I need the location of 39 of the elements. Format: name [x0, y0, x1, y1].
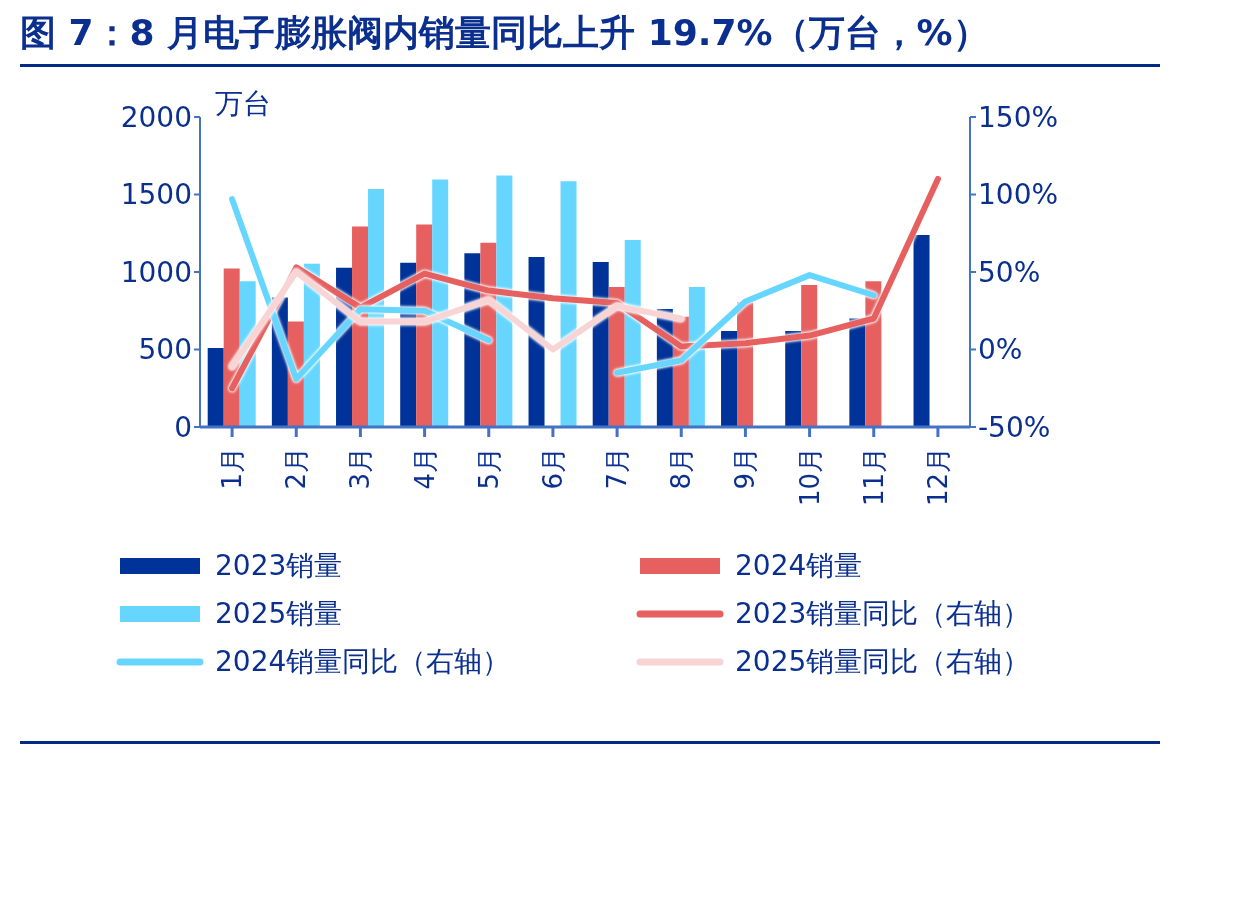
bar: [849, 318, 866, 427]
x-tick-label: 7月: [602, 447, 633, 490]
legend-label: 2025销量: [215, 596, 343, 632]
bar: [592, 261, 609, 427]
legend-label: 2023销量: [215, 548, 343, 584]
y2-tick-label: 150%: [978, 100, 1059, 134]
x-tick-label: 6月: [537, 447, 568, 490]
y2-tick-label: 100%: [978, 178, 1059, 212]
y-tick-label: 0: [174, 410, 192, 444]
y2-tick-label: -50%: [978, 410, 1051, 444]
x-tick-label: 2月: [281, 447, 312, 490]
x-tick-label: 10月: [794, 447, 825, 507]
bar: [207, 347, 224, 427]
x-tick-label: 3月: [345, 447, 376, 490]
bar: [721, 331, 738, 427]
legend-label: 2023销量同比（右轴）: [735, 596, 1031, 632]
y-tick-label: 2000: [120, 100, 192, 134]
y2-tick-label: 0%: [978, 333, 1023, 367]
y-tick-label: 1500: [120, 178, 192, 212]
x-tick-label: 11月: [858, 447, 889, 507]
y-tick-label: 500: [138, 333, 192, 367]
y-axis-title: 万台: [215, 86, 271, 122]
x-tick-label: 8月: [666, 447, 697, 490]
legend-label: 2025销量同比（右轴）: [735, 644, 1031, 680]
y2-tick-label: 50%: [978, 255, 1041, 289]
chart-title: 图 7：8 月电子膨胀阀内销量同比上升 19.7%（万台，%）: [20, 8, 1160, 67]
x-tick-label: 9月: [730, 447, 761, 490]
bar: [496, 175, 513, 427]
y-tick-label: 1000: [120, 255, 192, 289]
bar: [528, 257, 545, 427]
bar: [785, 331, 802, 427]
x-tick-label: 4月: [409, 447, 440, 490]
x-tick-label: 1月: [217, 447, 248, 490]
x-tick-label: 5月: [473, 447, 504, 490]
bar: [560, 181, 577, 427]
x-tick-label: 12月: [922, 447, 953, 507]
bar: [913, 235, 930, 427]
legend-label: 2024销量: [735, 548, 863, 584]
legend-label: 2024销量同比（右轴）: [215, 644, 511, 680]
